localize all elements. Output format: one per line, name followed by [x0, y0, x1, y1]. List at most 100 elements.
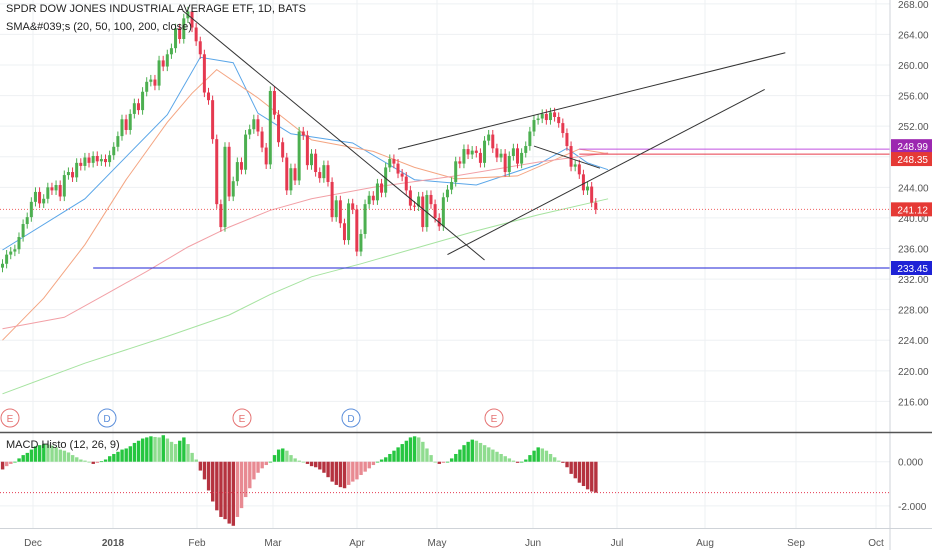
- candle-body: [161, 60, 165, 67]
- price-tick-label: 232.00: [898, 275, 929, 286]
- candle-body: [342, 223, 346, 241]
- macd-bar: [433, 461, 437, 463]
- candle-body: [264, 147, 268, 165]
- candle-body: [334, 200, 338, 218]
- macd-bar: [487, 447, 491, 462]
- candle-body: [169, 48, 173, 55]
- candle-body: [128, 113, 132, 130]
- candle-body: [363, 204, 367, 234]
- candle-body: [548, 112, 552, 121]
- macd-bar: [511, 460, 516, 462]
- macd-bar: [301, 461, 306, 463]
- macd-bar: [62, 450, 67, 462]
- time-tick-label: Dec: [24, 538, 42, 549]
- candle-body: [235, 162, 239, 182]
- macd-bar: [454, 453, 458, 462]
- macd-bar: [466, 441, 470, 462]
- price-tick-label: 256.00: [898, 92, 929, 103]
- macd-bar: [318, 461, 322, 470]
- macd-bar: [437, 461, 442, 464]
- candle-body: [441, 197, 445, 227]
- price-label-tag: [891, 202, 932, 217]
- macd-bar: [272, 455, 277, 462]
- candle-body: [116, 136, 120, 147]
- candle-body: [495, 148, 499, 158]
- macd-bar: [314, 461, 318, 468]
- macd-bar: [412, 436, 417, 462]
- macd-bar: [499, 453, 503, 462]
- macd-bar: [54, 447, 58, 462]
- price-label-tag: [891, 260, 932, 275]
- macd-bar: [573, 461, 577, 479]
- macd-bar: [309, 461, 314, 467]
- macd-bar: [474, 440, 479, 462]
- macd-bar: [128, 446, 133, 462]
- candle-body: [421, 196, 425, 228]
- macd-bar: [305, 461, 310, 464]
- event-marker: [484, 408, 504, 428]
- wedge-lower-line: [447, 89, 765, 256]
- macd-bar: [165, 438, 170, 462]
- candle-body: [83, 157, 87, 166]
- event-marker-label: E: [7, 414, 14, 425]
- candle-body: [594, 202, 598, 210]
- candle-body: [62, 175, 66, 197]
- candle-body: [42, 198, 46, 204]
- macd-bar: [231, 461, 236, 526]
- candle-body: [260, 131, 264, 148]
- candle-body: [54, 185, 58, 191]
- candle-body: [182, 18, 186, 39]
- time-tick-label: Aug: [696, 538, 714, 549]
- macd-bar: [33, 446, 38, 462]
- candle-body: [215, 139, 219, 205]
- candle-body: [141, 91, 145, 111]
- macd-bar: [99, 461, 104, 463]
- candle-body: [404, 176, 408, 191]
- candle-body: [104, 159, 107, 163]
- candle-body: [202, 54, 206, 93]
- candle-body: [13, 249, 17, 252]
- macd-bar: [206, 461, 211, 491]
- macd-bar: [594, 461, 598, 493]
- macd-bar: [396, 447, 400, 462]
- candle-body: [322, 165, 326, 179]
- macd-bar: [243, 461, 248, 498]
- macd-bar: [322, 461, 326, 473]
- macd-tick-label: -2.000: [898, 502, 927, 513]
- sma-line: [2, 68, 609, 341]
- candle-body: [392, 159, 396, 164]
- macd-bar: [136, 440, 141, 462]
- price-tick-label: 264.00: [898, 30, 929, 41]
- sma-line: [2, 198, 609, 395]
- candle-body: [211, 100, 215, 140]
- candle-body: [149, 79, 153, 82]
- macd-bar: [585, 461, 590, 490]
- candle-body: [384, 167, 388, 193]
- candle-body: [174, 28, 178, 49]
- time-tick-label: Jul: [611, 538, 624, 549]
- candle-body: [355, 209, 359, 252]
- candle-body: [132, 103, 136, 114]
- candle-body: [239, 162, 243, 170]
- candle-body: [565, 133, 569, 147]
- candle-body: [507, 155, 511, 173]
- horizontal-levels: [0, 148, 890, 269]
- macd-bar: [569, 461, 573, 474]
- macd-bar: [223, 461, 227, 520]
- macd-bar: [91, 461, 95, 464]
- macd-bar: [248, 461, 252, 489]
- macd-bar: [132, 442, 137, 462]
- candle-body: [586, 186, 590, 191]
- macd-bar: [495, 451, 499, 462]
- macd-bar: [478, 442, 483, 462]
- macd-bar: [70, 455, 75, 462]
- macd-bar: [235, 461, 240, 517]
- macd-bar: [524, 459, 528, 462]
- candle-body: [318, 172, 322, 179]
- chart-title: SPDR DOW JONES INDUSTRIAL AVERAGE ETF, 1…: [6, 3, 306, 15]
- price-label-tag: [891, 139, 932, 154]
- macd-bar: [342, 461, 347, 489]
- macd-bar: [565, 461, 569, 468]
- candle-body: [396, 163, 400, 174]
